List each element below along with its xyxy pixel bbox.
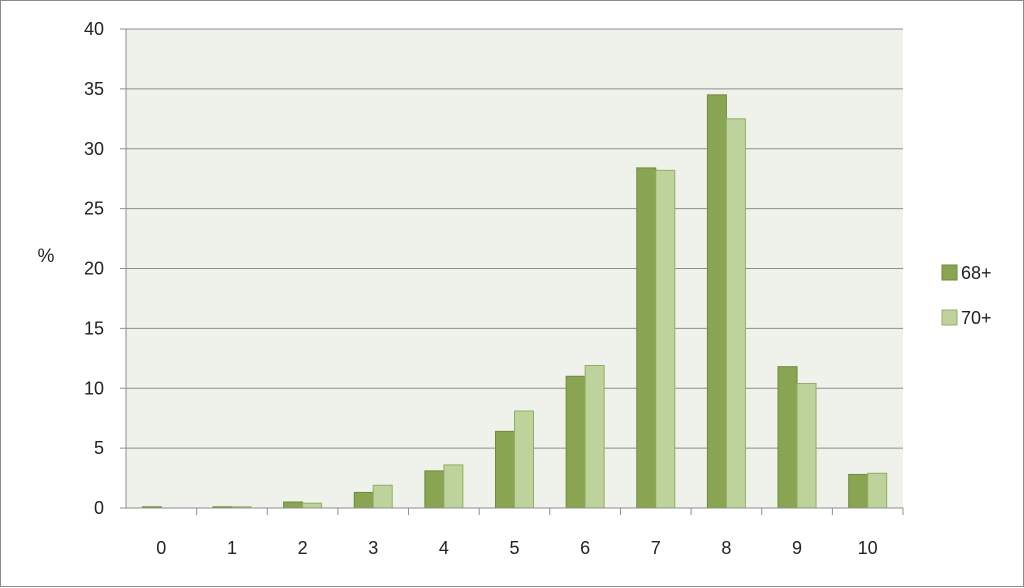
x-tick-label: 7 <box>651 538 661 558</box>
bar-70plus-3 <box>372 484 393 509</box>
x-tick-label: 10 <box>858 538 878 558</box>
bar-68plus-3 <box>353 491 374 509</box>
y-tick-label: 35 <box>84 79 104 99</box>
x-tick-label: 4 <box>439 538 449 558</box>
x-tick-label: 8 <box>721 538 731 558</box>
bar-68plus-4 <box>424 470 445 509</box>
y-tick-label: 15 <box>84 318 104 338</box>
y-tick-label: 10 <box>84 378 104 398</box>
x-tick-label: 0 <box>156 538 166 558</box>
y-tick-label: 20 <box>84 259 104 279</box>
y-axis-label: % <box>38 246 55 267</box>
bar-70plus-7 <box>655 169 676 509</box>
bar-68plus-10 <box>848 473 869 509</box>
bar-70plus-5 <box>514 410 534 509</box>
x-tick-label: 5 <box>509 538 519 558</box>
y-tick-label: 0 <box>94 498 104 518</box>
legend-swatch <box>941 309 958 326</box>
x-tick-label: 3 <box>368 538 378 558</box>
bar-70plus-8 <box>725 118 746 509</box>
x-tick-label: 1 <box>227 538 237 558</box>
bar-68plus-5 <box>495 430 515 509</box>
x-tick-label: 9 <box>792 538 802 558</box>
bar-70plus-2 <box>302 502 323 509</box>
legend-label: 68+ <box>961 263 992 283</box>
bar-70plus-10 <box>867 472 888 509</box>
y-tick-label: 30 <box>84 139 104 159</box>
legend-label: 70+ <box>961 308 992 328</box>
y-tick-label: 5 <box>94 438 104 458</box>
bar-70plus-4 <box>443 464 464 509</box>
bar-68plus-7 <box>636 167 657 509</box>
legend-swatch <box>941 264 958 281</box>
x-tick-label: 2 <box>298 538 308 558</box>
x-tick-label: 6 <box>580 538 590 558</box>
bar-68plus-8 <box>706 94 727 509</box>
y-tick-label: 25 <box>84 199 104 219</box>
bar-70plus-9 <box>796 382 817 509</box>
y-tick-label: 40 <box>84 19 104 39</box>
bar-68plus-9 <box>777 366 798 509</box>
bar-68plus-6 <box>565 375 586 509</box>
bar-68plus-2 <box>283 501 304 509</box>
bar-70plus-6 <box>584 364 605 509</box>
